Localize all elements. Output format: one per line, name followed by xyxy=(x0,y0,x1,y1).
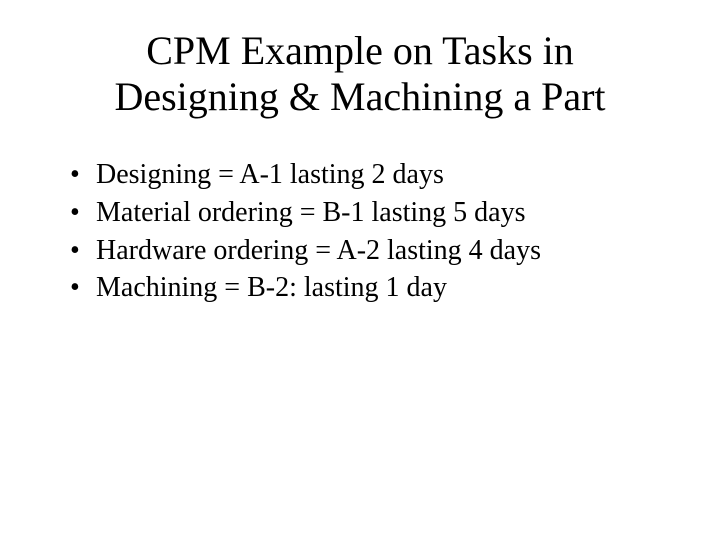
slide-title: CPM Example on Tasks in Designing & Mach… xyxy=(48,28,672,120)
list-item: Material ordering = B-1 lasting 5 days xyxy=(70,194,672,232)
bullet-text: Machining = B-2: lasting 1 day xyxy=(96,272,447,303)
title-line-2: Designing & Machining a Part xyxy=(114,74,605,119)
slide: CPM Example on Tasks in Designing & Mach… xyxy=(0,0,720,540)
bullet-text: Designing = A-1 lasting 2 days xyxy=(96,159,444,190)
list-item: Machining = B-2: lasting 1 day xyxy=(70,269,672,307)
bullet-list: Designing = A-1 lasting 2 days Material … xyxy=(48,156,672,307)
list-item: Designing = A-1 lasting 2 days xyxy=(70,156,672,194)
title-line-1: CPM Example on Tasks in xyxy=(146,28,574,73)
bullet-text: Hardware ordering = A-2 lasting 4 days xyxy=(96,235,541,266)
list-item: Hardware ordering = A-2 lasting 4 days xyxy=(70,232,672,270)
bullet-text: Material ordering = B-1 lasting 5 days xyxy=(96,197,525,228)
